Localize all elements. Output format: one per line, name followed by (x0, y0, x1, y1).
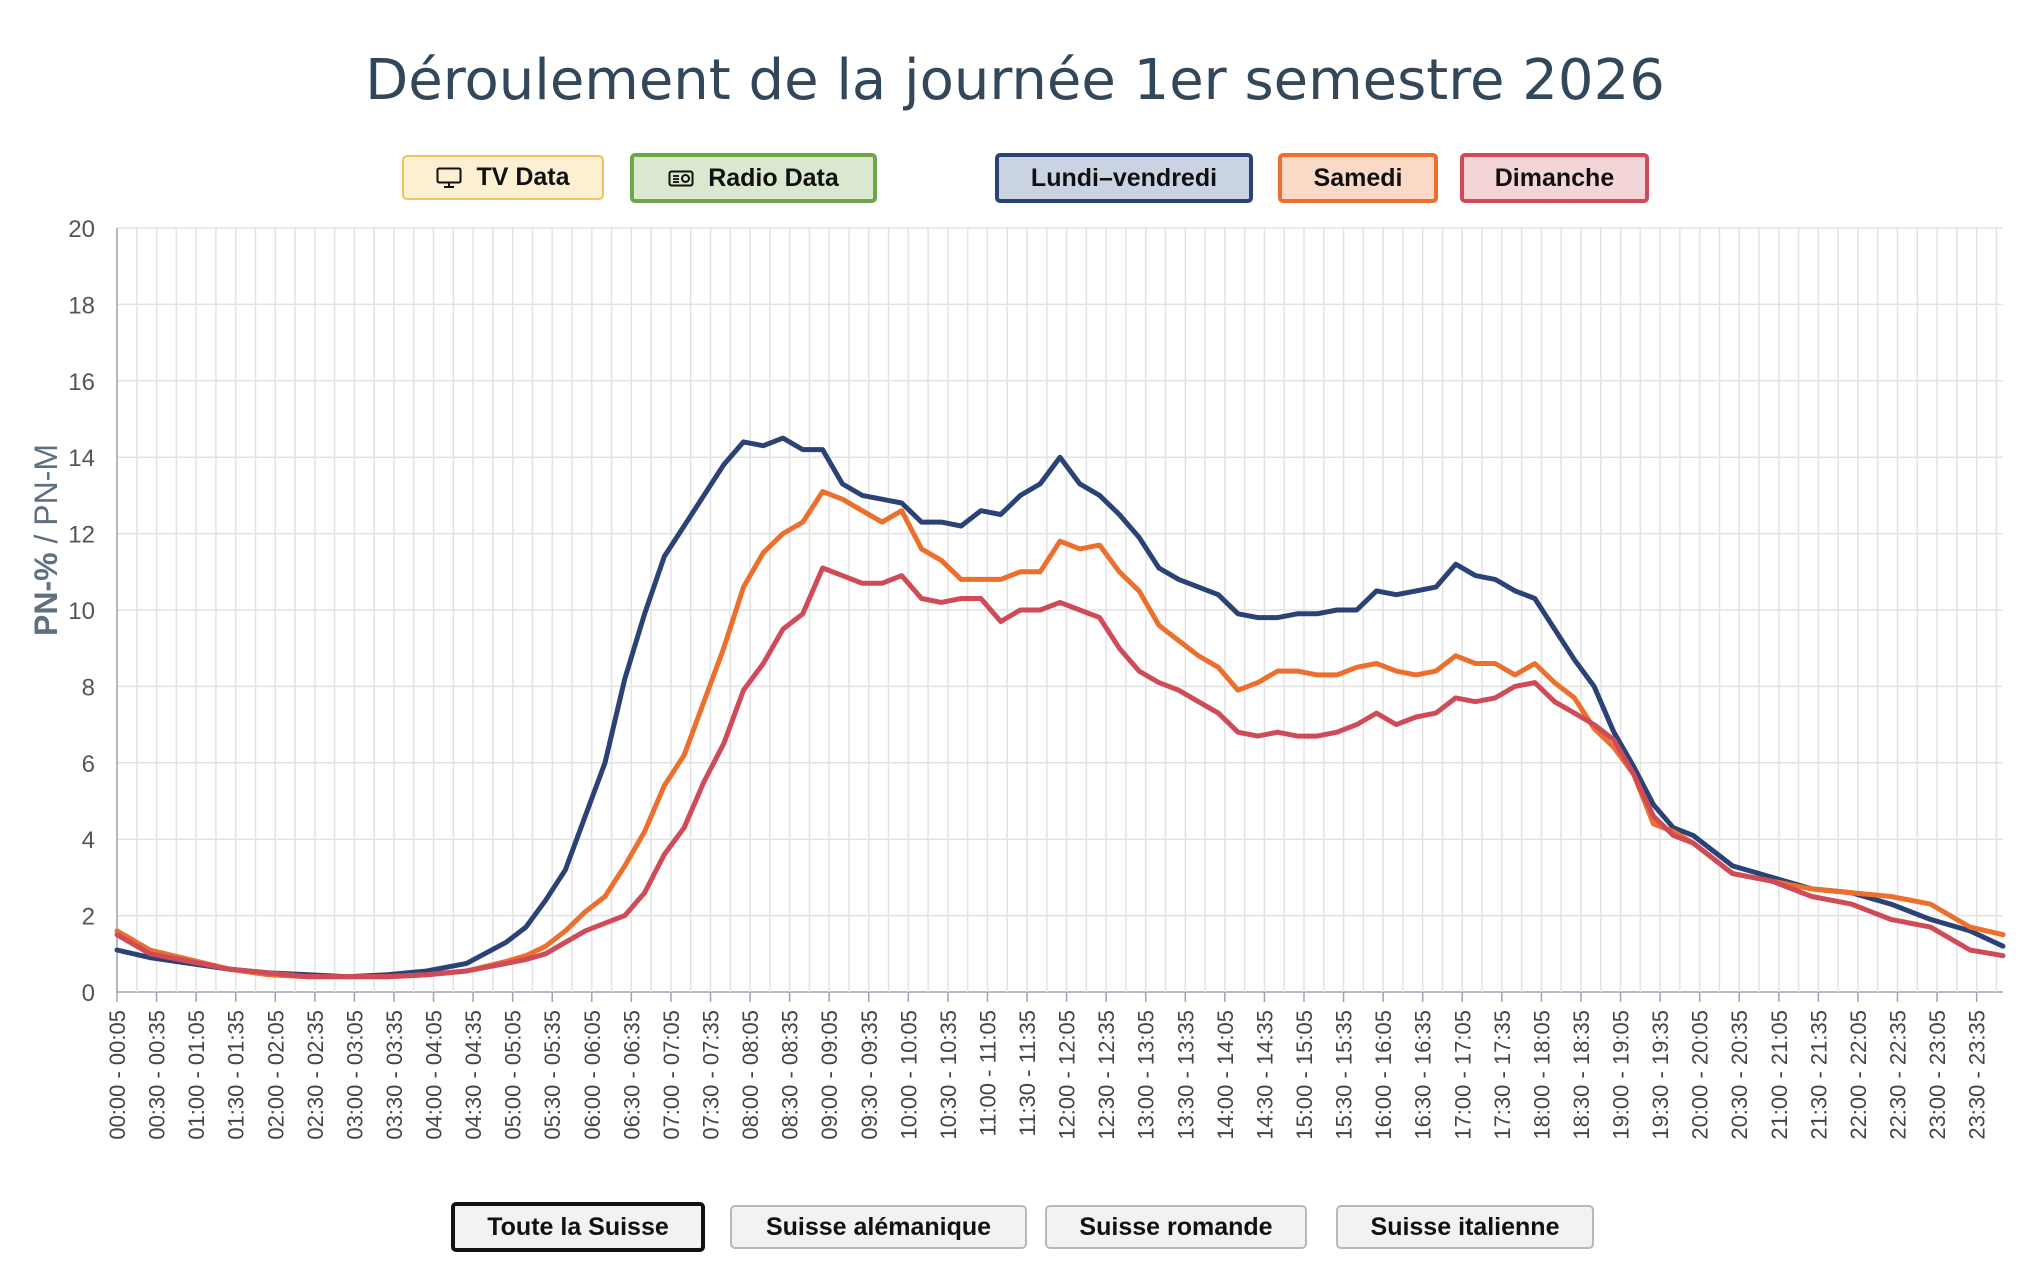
x-tick-label: 12:00 - 12:05 (1055, 1010, 1080, 1140)
x-tick-label: 19:00 - 19:05 (1609, 1010, 1634, 1140)
region-suisse-italienne-button[interactable]: Suisse italienne (1336, 1205, 1594, 1249)
x-tick-label: 02:30 - 02:35 (303, 1010, 328, 1140)
x-tick-label: 22:00 - 22:05 (1846, 1010, 1871, 1140)
x-tick-label: 20:00 - 20:05 (1688, 1010, 1713, 1140)
x-tick-label: 20:30 - 20:35 (1727, 1010, 1752, 1140)
x-tick-label: 21:30 - 21:35 (1806, 1010, 1831, 1140)
y-tick-label: 12 (68, 522, 95, 549)
x-tick-label: 21:00 - 21:05 (1767, 1010, 1792, 1140)
y-axis: 0 2 4 6 8 10 12 14 16 18 20 (68, 216, 118, 1007)
x-tick-label: 14:30 - 14:35 (1252, 1010, 1277, 1140)
y-tick-label: 14 (68, 445, 95, 472)
y-tick-label: 16 (68, 369, 95, 396)
x-tick-label: 05:30 - 05:35 (540, 1010, 565, 1140)
region-suisse-alemanique-button[interactable]: Suisse alémanique (730, 1205, 1027, 1249)
x-tick-label: 18:00 - 18:05 (1529, 1010, 1554, 1140)
x-tick-label: 11:00 - 11:05 (975, 1010, 1000, 1136)
chart-title: Déroulement de la journée 1er semestre 2… (365, 48, 1665, 113)
y-tick-label: 20 (68, 216, 95, 243)
x-tick-label: 10:30 - 10:35 (936, 1010, 961, 1140)
x-tick-label: 07:00 - 07:05 (659, 1010, 684, 1140)
radio-icon (668, 168, 694, 188)
x-tick-label: 00:30 - 00:35 (145, 1010, 170, 1140)
tv-icon (436, 167, 462, 189)
series-line-dimanche (114, 565, 2006, 980)
x-tick-label: 06:00 - 06:05 (580, 1010, 605, 1140)
x-tick-label: 10:00 - 10:05 (896, 1010, 921, 1140)
x-tick-label: 02:00 - 02:05 (263, 1010, 288, 1140)
x-tick-label: 01:00 - 01:05 (184, 1010, 209, 1140)
x-tick-label: 05:00 - 05:05 (501, 1010, 526, 1140)
x-tick-label: 16:30 - 16:35 (1411, 1010, 1436, 1140)
y-tick-label: 4 (82, 827, 95, 854)
x-tick-label: 14:00 - 14:05 (1213, 1010, 1238, 1140)
x-tick-label: 00:00 - 00:05 (105, 1010, 130, 1140)
x-tick-label: 08:00 - 08:05 (738, 1010, 763, 1140)
line-chart: 0 2 4 6 8 10 12 14 16 18 20 00:00 - 00:05 00:30 - 0… (28, 216, 2006, 1140)
x-tick-label: 13:00 - 13:05 (1134, 1010, 1159, 1140)
x-tick-label: 23:30 - 23:35 (1965, 1010, 1990, 1140)
y-tick-label: 8 (82, 674, 95, 701)
x-tick-label: 07:30 - 07:35 (698, 1010, 723, 1140)
legend-lundi-vendredi-button[interactable]: Lundi–vendredi (995, 153, 1253, 203)
x-tick-label: 06:30 - 06:35 (619, 1010, 644, 1140)
x-tick-label: 23:00 - 23:05 (1925, 1010, 1950, 1140)
legend-dimanche-button[interactable]: Dimanche (1460, 153, 1649, 203)
x-tick-label: 15:00 - 15:05 (1292, 1010, 1317, 1140)
x-tick-label: 15:30 - 15:35 (1332, 1010, 1357, 1140)
x-tick-label: 04:00 - 04:05 (422, 1010, 447, 1140)
region-toute-la-suisse-button[interactable]: Toute la Suisse (451, 1202, 705, 1252)
radio-data-label: Radio Data (708, 163, 839, 192)
y-tick-label: 2 (82, 904, 95, 931)
x-tick-label: 22:30 - 22:35 (1885, 1010, 1910, 1140)
x-tick-label: 13:30 - 13:35 (1173, 1010, 1198, 1140)
x-tick-label: 12:30 - 12:35 (1094, 1010, 1119, 1140)
x-tick-label: 09:30 - 09:35 (857, 1010, 882, 1140)
legend-samedi-button[interactable]: Samedi (1278, 153, 1438, 203)
x-tick-label: 11:30 - 11:35 (1015, 1010, 1040, 1136)
y-tick-label: 18 (68, 292, 95, 319)
chart-series (114, 435, 2006, 980)
x-tick-label: 08:30 - 08:35 (778, 1010, 803, 1140)
y-axis-label-rest: / PN-M (28, 444, 64, 552)
radio-data-button[interactable]: Radio Data (630, 153, 877, 203)
x-tick-label: 03:30 - 03:35 (382, 1010, 407, 1140)
x-tick-label: 17:00 - 17:05 (1450, 1010, 1475, 1140)
tv-data-label: TV Data (476, 163, 570, 191)
y-tick-label: 10 (68, 598, 95, 625)
x-tick-label: 04:30 - 04:35 (461, 1010, 486, 1140)
chart-grid (116, 227, 2003, 993)
series-line-lundi-vendredi (114, 435, 2006, 980)
y-tick-label: 0 (82, 980, 95, 1007)
x-tick-label: 09:00 - 09:05 (817, 1010, 842, 1140)
tv-data-button[interactable]: TV Data (402, 155, 604, 200)
x-tick-label: 17:30 - 17:35 (1490, 1010, 1515, 1140)
x-tick-label: 19:30 - 19:35 (1648, 1010, 1673, 1140)
region-suisse-romande-button[interactable]: Suisse romande (1045, 1205, 1307, 1249)
series-line-samedi (114, 489, 2006, 980)
x-tick-label: 01:30 - 01:35 (224, 1010, 249, 1140)
y-axis-label-bold: PN-% (28, 552, 64, 636)
x-tick-label: 03:00 - 03:05 (342, 1010, 367, 1140)
x-axis: 00:00 - 00:05 00:30 - 00:35 01:00 - 01:05 0… (105, 992, 1990, 1140)
x-tick-label: 16:00 - 16:05 (1371, 1010, 1396, 1140)
x-tick-label: 18:30 - 18:35 (1569, 1010, 1594, 1140)
y-axis-label: PN-% / PN-M (28, 444, 64, 636)
y-tick-label: 6 (82, 751, 95, 778)
